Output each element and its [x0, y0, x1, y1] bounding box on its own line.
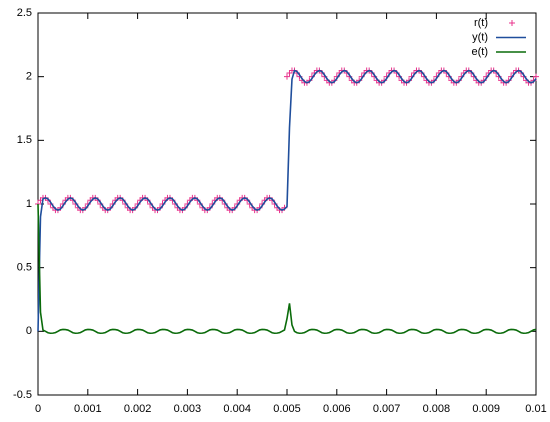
- series-line: [37, 69, 537, 332]
- y-tick-label: 1: [26, 198, 32, 210]
- x-tick-label: 0.003: [174, 403, 202, 415]
- x-tick-label: 0.007: [373, 403, 401, 415]
- y-tick-label: -0.5: [13, 389, 32, 401]
- x-tick-label: 0.01: [525, 403, 546, 415]
- x-tick-label: 0.005: [273, 403, 301, 415]
- x-tick-label: 0.008: [423, 403, 451, 415]
- series-line: [37, 203, 537, 335]
- y-tick-label: 0.5: [17, 262, 32, 274]
- y-tick-label: 2.5: [17, 7, 32, 19]
- y-tick-label: 0: [26, 325, 32, 337]
- legend-label: y(t): [472, 31, 488, 43]
- legend-marker: [509, 20, 515, 26]
- x-tick-label: 0: [35, 403, 41, 415]
- legend-label: e(t): [472, 46, 489, 58]
- r-point: [284, 73, 290, 80]
- x-tick-label: 0.002: [124, 403, 152, 415]
- y-tick-label: 2: [26, 71, 32, 83]
- x-tick-label: 0.004: [223, 403, 251, 415]
- y-tick-label: 1.5: [17, 134, 32, 146]
- x-tick-label: 0.009: [472, 403, 500, 415]
- legend-label: r(t): [474, 17, 488, 29]
- x-tick-label: 0.006: [323, 403, 351, 415]
- x-tick-label: 0.001: [74, 403, 102, 415]
